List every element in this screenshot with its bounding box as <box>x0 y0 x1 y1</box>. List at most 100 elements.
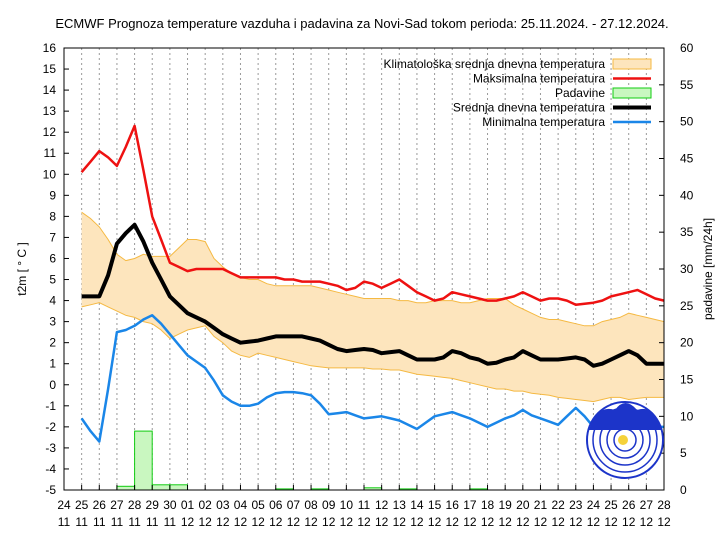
x-tick-label-month: 12 <box>269 515 283 529</box>
x-tick-label-day: 22 <box>551 498 565 512</box>
precip-bar <box>116 485 136 491</box>
x-tick-label-month: 11 <box>58 515 71 529</box>
y-tick-label: -3 <box>45 441 56 455</box>
x-tick-label-month: 12 <box>657 515 671 529</box>
x-tick-label-day: 16 <box>446 498 460 512</box>
x-tick-label-day: 19 <box>498 498 512 512</box>
y-tick-label: 12 <box>43 125 57 139</box>
x-tick-label-day: 15 <box>428 498 442 512</box>
x-tick-label-month: 11 <box>164 515 177 529</box>
x-tick-label-day: 04 <box>234 498 248 512</box>
y-tick-label: 16 <box>43 41 57 55</box>
logo <box>586 401 664 479</box>
legend-label: Padavine <box>555 86 605 100</box>
y-tick-label: 13 <box>43 104 57 118</box>
y-tick-label: 8 <box>49 209 56 223</box>
legend-swatch <box>612 58 652 70</box>
legend: Klimatološka srednja dnevna temperaturaM… <box>384 57 652 129</box>
y2-tick-label: 25 <box>680 299 694 313</box>
y2-tick-label: 15 <box>680 373 694 387</box>
x-tick-label-month: 11 <box>93 515 106 529</box>
x-tick-label-month: 12 <box>640 515 654 529</box>
x-tick-label-month: 12 <box>551 515 565 529</box>
x-tick-label-day: 25 <box>75 498 89 512</box>
y-tick-label: 6 <box>49 251 56 265</box>
y-tick-label: 4 <box>49 294 56 308</box>
x-tick-label-day: 21 <box>534 498 548 512</box>
x-tick-label-day: 08 <box>304 498 318 512</box>
y-axis-label: t2m [ ° C ] <box>15 242 29 295</box>
legend-label: Maksimalna temperatura <box>473 72 605 86</box>
precipitation-bars <box>116 430 488 491</box>
y2-tick-label: 45 <box>680 152 694 166</box>
y-tick-label: -1 <box>45 399 56 413</box>
x-tick-label-month: 12 <box>287 515 301 529</box>
x-tick-label-month: 12 <box>304 515 318 529</box>
y-tick-label: 7 <box>49 230 56 244</box>
y-tick-label: 2 <box>49 336 56 350</box>
y-tick-label: 10 <box>43 167 57 181</box>
y-tick-label: 9 <box>49 188 56 202</box>
x-tick-label-month: 12 <box>357 515 371 529</box>
x-tick-label-day: 09 <box>322 498 336 512</box>
x-tick-label-day: 23 <box>569 498 583 512</box>
precip-bar <box>134 430 153 491</box>
x-tick-label-month: 11 <box>146 515 159 529</box>
x-tick-label-month: 12 <box>340 515 354 529</box>
x-tick-label-month: 12 <box>428 515 442 529</box>
x-tick-label-day: 26 <box>622 498 636 512</box>
x-tick-label-month: 12 <box>622 515 636 529</box>
y-tick-label: -2 <box>45 420 56 434</box>
x-tick-label-day: 27 <box>110 498 124 512</box>
y2-tick-label: 10 <box>680 409 694 423</box>
x-tick-label-day: 29 <box>146 498 160 512</box>
y2-tick-label: 40 <box>680 188 694 202</box>
x-tick-label-day: 25 <box>604 498 618 512</box>
x-tick-label-month: 12 <box>410 515 424 529</box>
temperature-lines <box>80 124 665 443</box>
x-tick-label-day: 02 <box>198 498 212 512</box>
x-tick-label-day: 24 <box>587 498 601 512</box>
x-tick-label-month: 12 <box>251 515 265 529</box>
x-tick-label-month: 11 <box>75 515 88 529</box>
legend-label: Minimalna temperatura <box>482 115 605 129</box>
climatology-band <box>81 211 665 403</box>
y2-tick-label: 50 <box>680 115 694 129</box>
x-tick-label-month: 12 <box>569 515 583 529</box>
x-tick-label-month: 12 <box>322 515 336 529</box>
precip-bar <box>169 484 188 491</box>
x-tick-label-day: 14 <box>410 498 424 512</box>
y2-tick-label: 55 <box>680 78 694 92</box>
x-tick-label-month: 12 <box>393 515 407 529</box>
legend-label: Srednja dnevna temperatura <box>453 101 605 115</box>
x-tick-label-month: 12 <box>234 515 248 529</box>
x-tick-label-day: 10 <box>340 498 354 512</box>
x-tick-label-day: 17 <box>463 498 477 512</box>
x-tick-label-day: 07 <box>287 498 301 512</box>
x-tick-label-day: 11 <box>358 498 371 512</box>
y2-axis-label: padavine [mm/24h] <box>701 218 715 320</box>
y-tick-label: 0 <box>49 378 56 392</box>
y2-tick-label: 20 <box>680 336 694 350</box>
y2-tick-label: 30 <box>680 262 694 276</box>
x-tick-label-month: 11 <box>111 515 124 529</box>
x-tick-label-month: 12 <box>604 515 618 529</box>
x-tick-label-day: 28 <box>128 498 142 512</box>
x-tick-label-month: 12 <box>534 515 548 529</box>
y-tick-label: -5 <box>45 483 56 497</box>
legend-label: Klimatološka srednja dnevna temperatura <box>384 57 606 71</box>
clim-band-area <box>81 212 665 402</box>
x-tick-label-day: 24 <box>57 498 71 512</box>
x-tick-label-day: 05 <box>251 498 265 512</box>
x-tick-label-month: 12 <box>587 515 601 529</box>
max-temp-line <box>80 124 665 307</box>
x-tick-label-day: 27 <box>640 498 654 512</box>
clim-lower-edge <box>81 302 664 403</box>
x-tick-label-month: 12 <box>446 515 460 529</box>
x-tick-label-month: 12 <box>216 515 230 529</box>
y-tick-label: 3 <box>49 315 56 329</box>
y2-tick-label: 5 <box>680 446 687 460</box>
min-temp-line <box>80 314 664 443</box>
y-tick-label: 15 <box>43 62 57 76</box>
